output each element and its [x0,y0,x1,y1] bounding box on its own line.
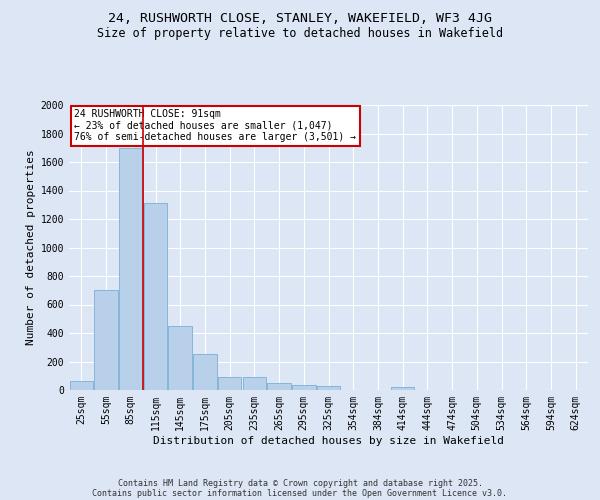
Text: Contains public sector information licensed under the Open Government Licence v3: Contains public sector information licen… [92,488,508,498]
Text: Size of property relative to detached houses in Wakefield: Size of property relative to detached ho… [97,28,503,40]
Bar [317,386,340,390]
Bar [292,384,316,390]
Text: Contains HM Land Registry data © Crown copyright and database right 2025.: Contains HM Land Registry data © Crown c… [118,478,482,488]
Y-axis label: Number of detached properties: Number of detached properties [26,150,37,346]
Bar [193,354,217,390]
Bar [70,380,93,390]
X-axis label: Distribution of detached houses by size in Wakefield: Distribution of detached houses by size … [153,436,504,446]
Text: 24 RUSHWORTH CLOSE: 91sqm
← 23% of detached houses are smaller (1,047)
76% of se: 24 RUSHWORTH CLOSE: 91sqm ← 23% of detac… [74,110,356,142]
Text: 24, RUSHWORTH CLOSE, STANLEY, WAKEFIELD, WF3 4JG: 24, RUSHWORTH CLOSE, STANLEY, WAKEFIELD,… [108,12,492,26]
Bar [169,326,192,390]
Bar [242,377,266,390]
Bar [268,383,291,390]
Bar [218,377,241,390]
Bar [119,148,143,390]
Bar [94,290,118,390]
Bar [144,204,167,390]
Bar [391,388,415,390]
